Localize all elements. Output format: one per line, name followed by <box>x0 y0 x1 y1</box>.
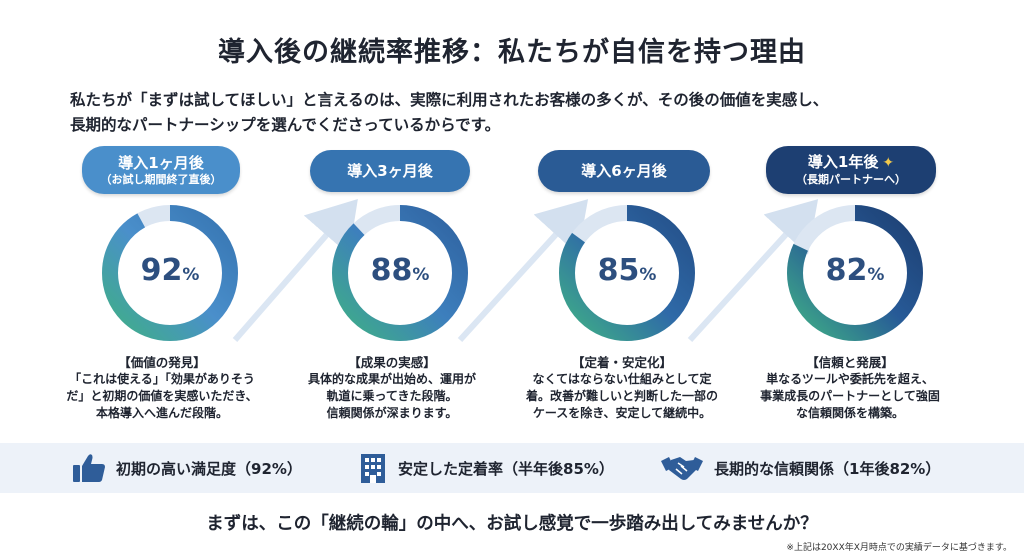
feature-trust-text: 長期的な信頼関係（1年後82%） <box>714 459 941 478</box>
stage-3-percent: 85% <box>567 253 687 288</box>
stage-4-line: 事業成長のパートナーとして強固 <box>760 389 940 403</box>
stage-1-heading: 【価値の発見】 <box>118 355 206 370</box>
stage-1-line: 本格導入へ進んだ段階。 <box>95 406 228 420</box>
stage-2-percent-unit: % <box>412 265 430 285</box>
intro-line-1: 私たちが「まずは試してほしい」と言えるのは、実際に利用されたお客様の多くが、その… <box>70 91 829 109</box>
footnote: ※上記は20XX年X月時点での実績データに基づきます。 <box>786 543 1012 553</box>
stage-3-line: ケースを除き、安定して継続中。 <box>532 406 712 420</box>
stage-2-percent: 88% <box>340 253 460 288</box>
page-title: 導入後の継続率推移：私たちが自信を持つ理由 <box>218 37 806 68</box>
stage-1-percent-unit: % <box>182 265 200 285</box>
stage-3-description: 【定着・安定化】 なくてはならない仕組みとして定 着。改善が難しいと判断した一部… <box>522 354 722 422</box>
stage-4-label: 導入1年後 <box>807 153 879 171</box>
stage-2-label: 導入3ヶ月後 <box>347 162 433 180</box>
building-icon <box>361 454 385 483</box>
stage-3-percent-value: 85 <box>597 253 640 288</box>
stage-3-heading: 【定着・安定化】 <box>571 355 672 370</box>
stage-1-sublabel: （お試し期間終了直後） <box>100 172 222 186</box>
stage-3-header: 導入6ヶ月後 <box>538 150 710 192</box>
stage-4-line: な信頼関係を構築。 <box>795 406 904 420</box>
stage-4-sublabel: （長期パートナーへ） <box>796 173 906 186</box>
stage-4-percent-value: 82 <box>825 253 868 288</box>
stage-2-line: 具体的な成果が出始め、運用が <box>307 372 476 386</box>
stage-2-line: 信頼関係が深まります。 <box>326 406 458 420</box>
stage-3-percent-unit: % <box>639 265 657 285</box>
stage-4-percent: 82% <box>795 253 915 288</box>
stage-4-percent-unit: % <box>867 265 885 285</box>
arrow-3-4 <box>687 199 819 343</box>
feature-retention-text: 安定した定着率（半年後85%） <box>398 459 614 478</box>
feature-satisfaction: 初期の高い満足度（92%） <box>72 451 302 485</box>
stage-1-percent: 92% <box>110 253 230 288</box>
feature-retention: 安定した定着率（半年後85%） <box>358 451 614 485</box>
feature-satisfaction-text: 初期の高い満足度（92%） <box>116 459 302 478</box>
stage-4-line: 単なるツールや委託先を超え、 <box>766 372 934 386</box>
feature-band <box>0 443 1024 493</box>
thumbs-up-icon <box>73 454 105 482</box>
call-to-action: まずは、この「継続の輪」の中へ、お試し感覚で一歩踏み出してみませんか？ <box>206 514 818 534</box>
stage-1-label: 導入1ヶ月後 <box>118 153 204 172</box>
stage-1-ring <box>102 205 238 341</box>
stage-4-ring-fill <box>787 205 923 341</box>
stage-1-header: 導入1ヶ月後 （お試し期間終了直後） <box>82 146 240 194</box>
handshake-icon <box>661 457 703 480</box>
stage-3-line: なくてはならない仕組みとして定 <box>532 372 712 386</box>
stage-2-ring-fill <box>332 205 468 341</box>
arrow-1-2 <box>232 198 358 342</box>
stage-2-description: 【成果の実感】 具体的な成果が出始め、運用が 軌道に乗ってきた段階。 信頼関係が… <box>292 354 492 422</box>
stage-4-ring <box>787 205 923 341</box>
stage-1-line: だ」と初期の価値を実感いただき、 <box>66 389 258 403</box>
intro-text: 私たちが「まずは試してほしい」と言えるのは、実際に利用されたお客様の多くが、その… <box>70 88 970 138</box>
stage-1-ring-fill <box>102 205 238 341</box>
stage-3-ring <box>559 205 695 341</box>
stage-1-percent-value: 92 <box>140 253 183 288</box>
stage-2-ring <box>332 205 468 341</box>
stage-1-description: 【価値の発見】 「これは使える」「効果がありそう だ」と初期の価値を実感いただき… <box>62 354 262 422</box>
stage-4-description: 【信頼と発展】 単なるツールや委託先を超え、 事業成長のパートナーとして強固 な… <box>750 354 950 422</box>
stage-4-label-row: 導入1年後 ✦ <box>808 153 894 172</box>
stage-4-header: 導入1年後 ✦ （長期パートナーへ） <box>766 146 936 194</box>
stage-2-line: 軌道に乗ってきた段階。 <box>326 389 458 403</box>
stage-3-label: 導入6ヶ月後 <box>581 162 667 180</box>
stage-2-header: 導入3ヶ月後 <box>310 150 470 192</box>
stage-4-heading: 【信頼と発展】 <box>806 355 894 370</box>
stage-3-ring-fill <box>559 205 695 341</box>
stage-3-line: 着。改善が難しいと判断した一部の <box>525 389 718 403</box>
feature-trust: 長期的な信頼関係（1年後82%） <box>660 451 940 485</box>
stage-1-line: 「これは使える」「効果がありそう <box>69 372 255 386</box>
stage-2-percent-value: 88 <box>370 253 413 288</box>
stage-2-heading: 【成果の実感】 <box>348 355 436 370</box>
arrow-2-3 <box>457 199 589 343</box>
intro-line-2: 長期的なパートナーシップを選んでくださっているからです。 <box>70 116 501 134</box>
sparkle-icon: ✦ <box>882 155 895 171</box>
